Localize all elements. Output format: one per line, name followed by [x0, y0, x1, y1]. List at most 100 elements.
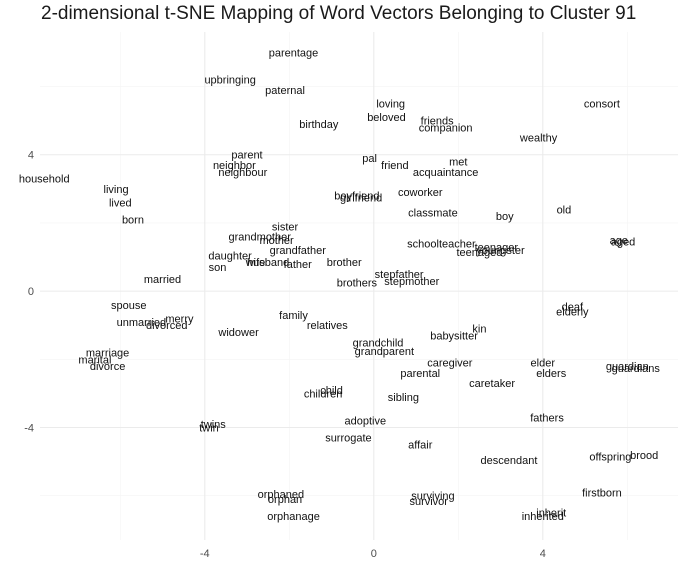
word-label-point: neighbour — [218, 167, 267, 179]
word-label-point: wealthy — [519, 133, 558, 145]
word-label-point: guardians — [612, 363, 661, 375]
word-label-point: kin — [472, 324, 486, 336]
word-label-point: girlfriend — [340, 192, 382, 204]
word-label-point: mother — [259, 235, 294, 247]
word-label-point: child — [320, 385, 343, 397]
x-tick-label: 0 — [371, 548, 377, 560]
word-label-point: lived — [109, 197, 132, 209]
word-label-point: surviving — [411, 491, 454, 503]
word-label-point: children — [304, 388, 343, 400]
word-label-point: grandfather — [270, 245, 327, 257]
word-label-point: old — [557, 204, 572, 216]
word-label-point: brother — [327, 257, 362, 269]
word-label-point: paternal — [265, 85, 305, 97]
word-label-point: wife — [245, 257, 266, 269]
word-label-point: upbringing — [204, 75, 255, 87]
word-label-point: companion — [419, 122, 473, 134]
y-tick-label: -4 — [24, 422, 34, 434]
word-label-point: orphan — [268, 494, 302, 506]
word-label-point: deaf — [562, 301, 584, 313]
word-label-point: divorce — [90, 361, 125, 373]
word-label-point: son — [209, 262, 227, 274]
word-label-point: pal — [362, 153, 377, 165]
word-label-point: divorced — [146, 320, 188, 332]
word-label-point: adoptive — [345, 416, 387, 428]
word-label-point: grandchild — [353, 337, 404, 349]
word-label-point: family — [279, 310, 308, 322]
x-tick-label: -4 — [200, 548, 210, 560]
word-label-point: orphaned — [258, 489, 305, 501]
word-label-point: survivor — [409, 496, 448, 508]
word-label-point: acquaintance — [413, 167, 478, 179]
word-label-point: unmarried — [117, 317, 167, 329]
word-label-point: widower — [217, 327, 259, 339]
word-label-point: marital — [78, 354, 111, 366]
word-label-point: twins — [201, 419, 227, 431]
word-label-point: loving — [376, 99, 405, 111]
word-label-point: parental — [400, 368, 440, 380]
word-label-point: married — [144, 274, 181, 286]
word-label-point: boy — [496, 211, 514, 223]
word-label-point: elder — [531, 358, 556, 370]
chart-title: 2-dimensional t-SNE Mapping of Word Vect… — [41, 3, 637, 24]
word-label-point: surrogate — [325, 433, 371, 445]
word-label-point: guardian — [606, 361, 649, 373]
word-label-point: merry — [165, 313, 194, 325]
word-label-point: daughter — [208, 250, 252, 262]
word-label-point: spouse — [111, 300, 146, 312]
word-label-point: caretaker — [469, 378, 515, 390]
word-label-point: classmate — [408, 208, 458, 220]
word-label-point: stepfather — [375, 269, 424, 281]
word-label-point: elders — [536, 368, 566, 380]
grid-lines — [40, 32, 678, 540]
word-label-point: father — [284, 259, 312, 271]
axis-ticks: -4 0 4 -4 0 4 — [24, 150, 546, 560]
word-label-point: born — [122, 215, 144, 227]
word-label-point: schoolteacher — [407, 238, 476, 250]
word-label-point: living — [104, 184, 129, 196]
word-label-point: fathers — [530, 412, 564, 424]
word-label-point: twin — [199, 422, 219, 434]
word-label-point: consort — [584, 99, 620, 111]
word-label-point: inherit — [536, 508, 566, 520]
word-label-point: inherited — [522, 511, 564, 523]
word-label-point: teenager — [475, 242, 519, 254]
word-label-point: aged — [611, 237, 635, 249]
word-label-point: household — [19, 174, 70, 186]
word-label-point: affair — [408, 440, 433, 452]
word-label-point: parent — [231, 150, 262, 162]
word-label-point: descendant — [481, 455, 538, 467]
word-label-point: coworker — [398, 187, 443, 199]
word-label-point: birthday — [299, 119, 339, 131]
word-label-point: boyfriend — [334, 191, 379, 203]
word-label-point: beloved — [367, 112, 406, 124]
word-label-point: sibling — [388, 392, 419, 404]
word-label-point: husband — [247, 257, 289, 269]
word-label-point: age — [610, 235, 628, 247]
word-label-point: firstborn — [582, 487, 622, 499]
y-tick-label: 4 — [28, 150, 34, 162]
word-label-point: grandmother — [229, 232, 292, 244]
word-label-point: sister — [272, 221, 299, 233]
word-label-point: orphanage — [267, 511, 320, 523]
word-label-point: friend — [381, 160, 409, 172]
word-label-point: caregiver — [427, 358, 473, 370]
word-label-point: stepmother — [384, 276, 439, 288]
word-label-point: relatives — [307, 320, 348, 332]
word-label-point: grandparent — [355, 346, 414, 358]
x-tick-label: 4 — [540, 548, 546, 560]
word-label-point: elderly — [556, 307, 589, 319]
word-label-point: babysitter — [430, 330, 478, 342]
word-label-point: marriage — [86, 347, 129, 359]
word-label-point: youngster — [476, 245, 525, 257]
word-label-point: friends — [421, 116, 455, 128]
y-tick-label: 0 — [28, 286, 34, 298]
word-label-point: teenaged — [456, 247, 502, 259]
word-label-point: neighbor — [213, 160, 256, 172]
word-label-point: parentage — [269, 47, 319, 59]
word-label-point: brothers — [337, 278, 378, 290]
word-label-point: brood — [630, 450, 658, 462]
word-label-point: offspring — [589, 451, 631, 463]
word-label-point: met — [449, 157, 467, 169]
